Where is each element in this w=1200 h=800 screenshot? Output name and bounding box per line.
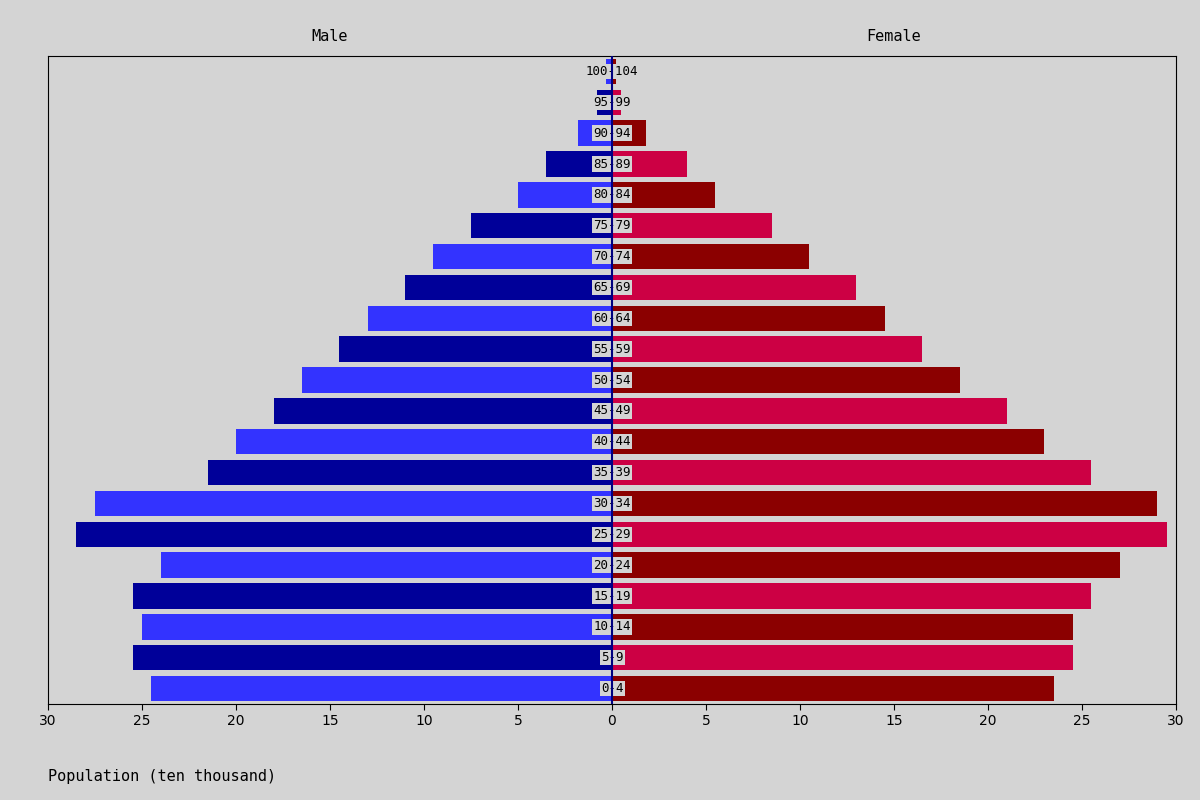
Bar	[151, 676, 612, 702]
Text: 70-74: 70-74	[593, 250, 631, 263]
Bar	[606, 58, 612, 84]
Text: Population (ten thousand): Population (ten thousand)	[48, 769, 276, 784]
Text: 45-49: 45-49	[593, 404, 631, 418]
Bar	[612, 151, 688, 177]
Text: 90-94: 90-94	[593, 126, 631, 140]
Bar	[612, 274, 857, 300]
Text: Female: Female	[866, 29, 922, 44]
Bar	[518, 182, 612, 207]
Text: 60-64: 60-64	[593, 312, 631, 325]
Bar	[470, 213, 612, 238]
Text: 25-29: 25-29	[593, 528, 631, 541]
Bar	[612, 182, 715, 207]
Bar	[132, 645, 612, 670]
Bar	[612, 522, 1166, 547]
Text: 40-44: 40-44	[593, 435, 631, 448]
Bar	[236, 429, 612, 454]
Bar	[302, 367, 612, 393]
Bar	[612, 306, 884, 331]
Bar	[612, 490, 1157, 516]
Bar	[76, 522, 612, 547]
Bar	[612, 676, 1054, 702]
Text: 95-99: 95-99	[593, 96, 631, 109]
Text: 55-59: 55-59	[593, 342, 631, 356]
Bar	[578, 121, 612, 146]
Bar	[612, 367, 960, 393]
Bar	[612, 398, 1007, 423]
Bar	[546, 151, 612, 177]
Text: 0-4: 0-4	[601, 682, 623, 695]
Bar	[208, 460, 612, 486]
Bar	[612, 90, 622, 115]
Bar	[406, 274, 612, 300]
Text: 50-54: 50-54	[593, 374, 631, 386]
Bar	[612, 553, 1120, 578]
Text: 20-24: 20-24	[593, 558, 631, 572]
Text: 100-104: 100-104	[586, 65, 638, 78]
Text: 80-84: 80-84	[593, 188, 631, 202]
Text: 10-14: 10-14	[593, 620, 631, 634]
Bar	[612, 121, 646, 146]
Text: 15-19: 15-19	[593, 590, 631, 602]
Bar	[367, 306, 612, 331]
Text: 5-9: 5-9	[601, 651, 623, 664]
Text: Male: Male	[312, 29, 348, 44]
Bar	[433, 244, 612, 270]
Bar	[132, 583, 612, 609]
Bar	[612, 460, 1092, 486]
Bar	[161, 553, 612, 578]
Bar	[612, 213, 772, 238]
Bar	[95, 490, 612, 516]
Text: 75-79: 75-79	[593, 219, 631, 232]
Bar	[596, 90, 612, 115]
Text: 65-69: 65-69	[593, 281, 631, 294]
Text: 35-39: 35-39	[593, 466, 631, 479]
Bar	[612, 429, 1044, 454]
Bar	[612, 583, 1092, 609]
Bar	[274, 398, 612, 423]
Bar	[612, 58, 616, 84]
Bar	[612, 244, 809, 270]
Text: 30-34: 30-34	[593, 497, 631, 510]
Bar	[142, 614, 612, 639]
Bar	[612, 614, 1073, 639]
Text: 85-89: 85-89	[593, 158, 631, 170]
Bar	[612, 645, 1073, 670]
Bar	[612, 337, 923, 362]
Bar	[340, 337, 612, 362]
